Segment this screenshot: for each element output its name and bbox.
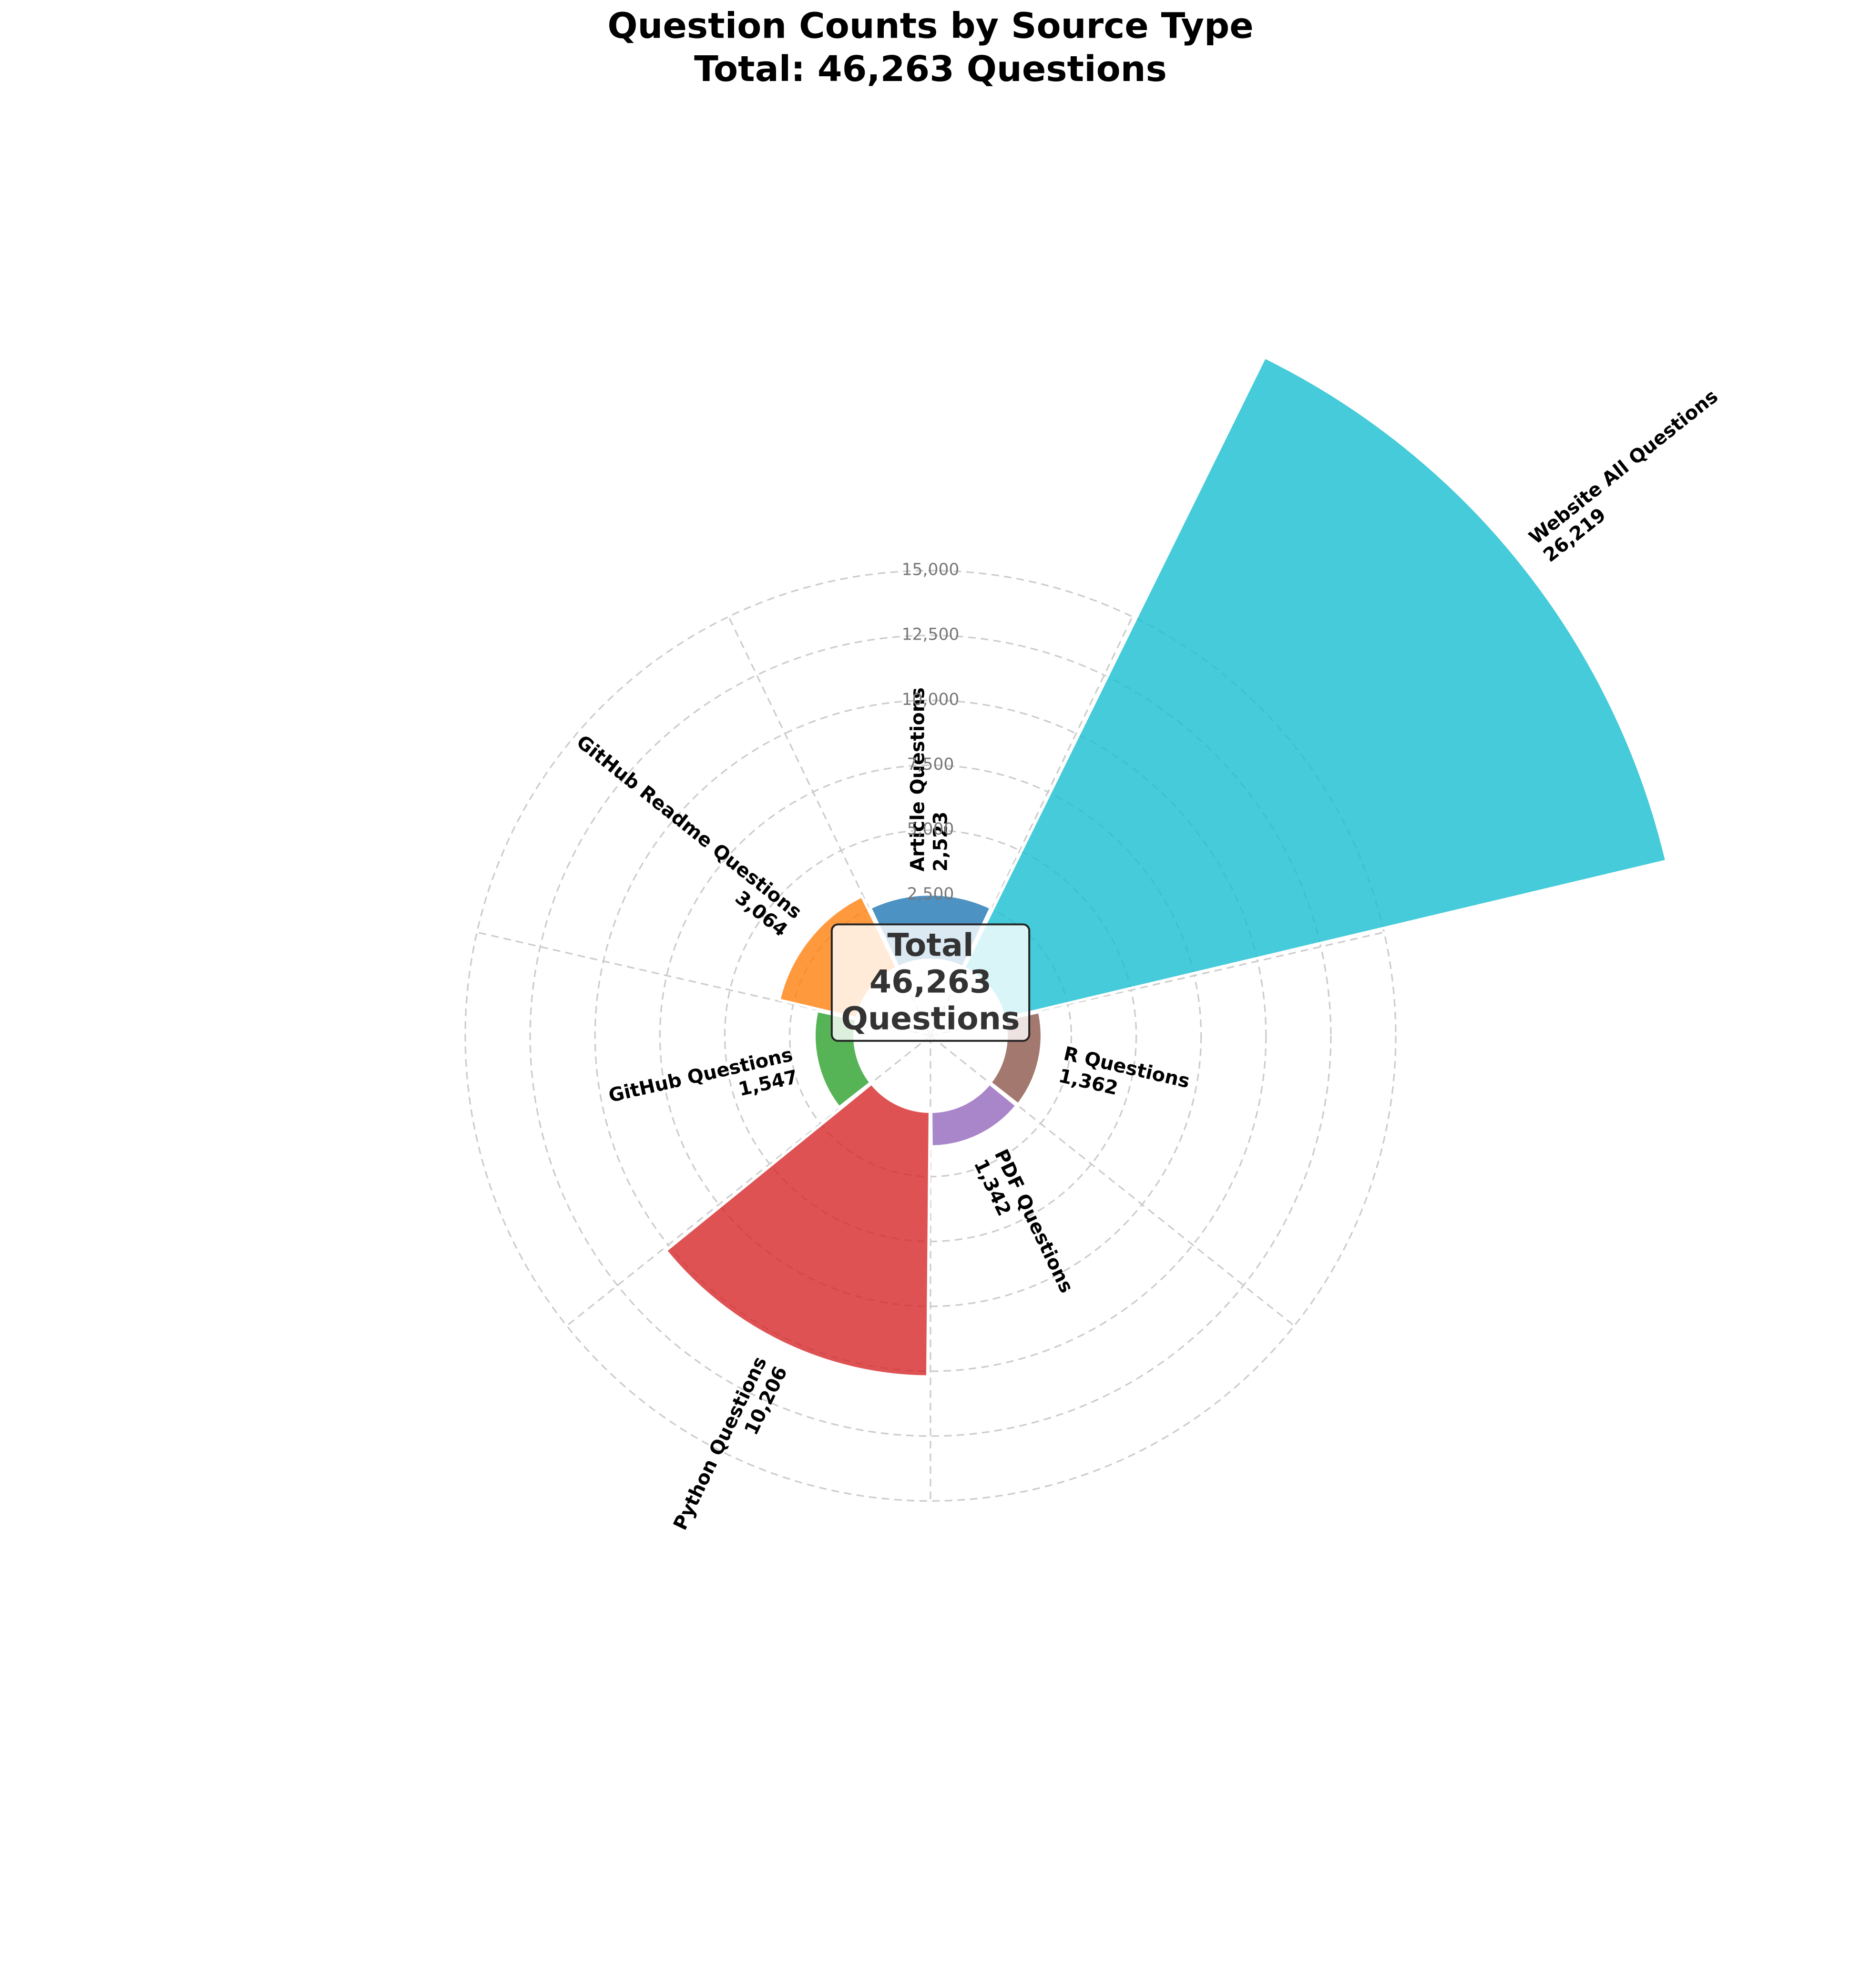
category-label: GitHub Readme Questions — [573, 731, 806, 924]
center-label: Questions — [841, 999, 1020, 1037]
y-tick-label: 2,500 — [907, 885, 954, 904]
category-label: Article Questions — [907, 687, 929, 871]
y-tick-label: 15,000 — [902, 561, 960, 580]
chart-title: Question Counts by Source Type — [607, 5, 1253, 47]
chart-subtitle: Total: 46,263 Questions — [694, 48, 1167, 90]
grid-circle — [594, 699, 1267, 1372]
y-tick-label: 5,000 — [907, 820, 954, 839]
category-label: Website All Questions — [1525, 385, 1722, 549]
bar — [930, 1081, 1019, 1148]
grid-circle — [529, 634, 1332, 1437]
value-label: 2,523 — [930, 812, 951, 872]
y-tick-label: 10,000 — [902, 690, 960, 709]
center-box — [830, 923, 1031, 1042]
category-label: PDF Questions — [990, 1146, 1078, 1296]
center-label: Total — [887, 926, 973, 963]
bar — [962, 356, 1668, 1020]
center-label: 46,263 — [869, 963, 992, 1000]
grid-circle — [464, 570, 1397, 1502]
category-label: Python Questions — [669, 1353, 771, 1533]
bar — [664, 1081, 931, 1378]
bar — [813, 1009, 873, 1110]
y-tick-label: 12,500 — [902, 625, 960, 644]
bar-label: Article Questions 2,523 — [907, 687, 952, 871]
y-tick-label: 7,500 — [907, 755, 954, 774]
